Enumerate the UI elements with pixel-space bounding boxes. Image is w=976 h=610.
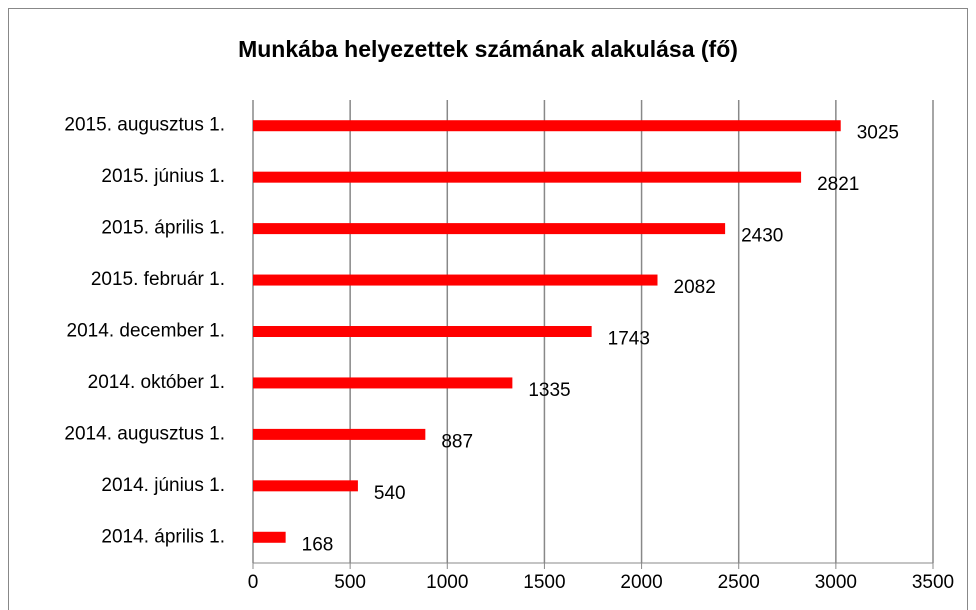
y-tick-label: 2014. október 1. — [88, 372, 225, 393]
bar — [253, 428, 426, 440]
bar — [253, 480, 358, 492]
x-tick-label: 3500 — [912, 572, 954, 593]
bar — [253, 531, 286, 543]
y-tick-label: 2015. június 1. — [101, 166, 225, 187]
data-label: 1743 — [608, 329, 650, 350]
chart-title: Munkába helyezettek számának alakulása (… — [238, 36, 738, 62]
bar — [253, 120, 841, 132]
y-tick-label: 2014. június 1. — [101, 475, 225, 496]
data-label: 2082 — [674, 277, 716, 298]
y-tick-label: 2014. augusztus 1. — [64, 423, 225, 444]
y-tick-label: 2014. december 1. — [67, 321, 225, 342]
y-tick-label: 2015. augusztus 1. — [64, 115, 225, 136]
x-tick-label: 1500 — [523, 572, 565, 593]
x-tick-label: 0 — [248, 572, 259, 593]
x-tick-label: 2500 — [718, 572, 760, 593]
y-tick-label: 2015. április 1. — [101, 218, 225, 239]
bar — [253, 223, 726, 235]
bar — [253, 377, 513, 389]
bar — [253, 171, 802, 183]
x-tick-label: 3000 — [815, 572, 857, 593]
data-label: 1335 — [528, 380, 570, 401]
bar — [253, 274, 658, 286]
data-label: 2430 — [741, 226, 783, 247]
x-tick-label: 500 — [334, 572, 366, 593]
x-tick-label: 1000 — [426, 572, 468, 593]
x-tick-label: 2000 — [620, 572, 662, 593]
data-label: 540 — [374, 483, 406, 504]
chart-border — [8, 8, 968, 610]
y-tick-label: 2015. február 1. — [91, 269, 225, 290]
data-label: 2821 — [817, 174, 859, 195]
data-label: 168 — [302, 534, 334, 555]
data-label: 3025 — [857, 123, 899, 144]
bar — [253, 326, 592, 337]
data-label: 887 — [441, 431, 473, 452]
y-tick-label: 2014. április 1. — [101, 526, 225, 547]
